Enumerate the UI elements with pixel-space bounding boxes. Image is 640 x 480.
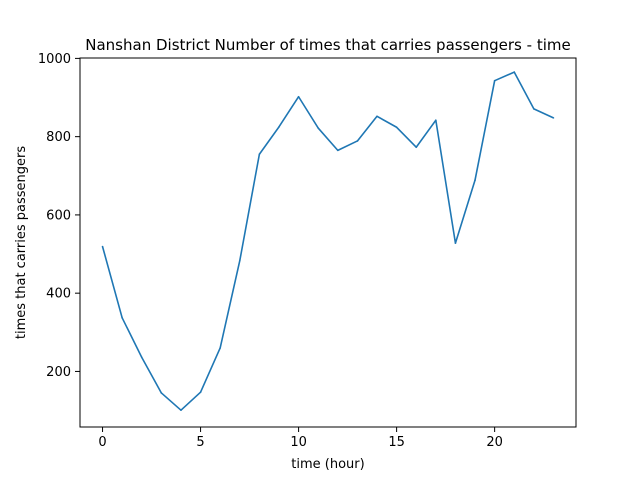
y-tick-label: 800 (46, 130, 71, 145)
data-point (180, 409, 182, 411)
x-tick-label: 5 (196, 435, 204, 450)
x-tick-label: 10 (290, 435, 307, 450)
data-point (258, 153, 261, 156)
y-tick-label: 200 (46, 365, 71, 380)
plot-area (80, 58, 576, 427)
data-point (238, 259, 241, 262)
data-point (101, 245, 104, 248)
x-axis-label: time (hour) (291, 457, 364, 472)
data-point (415, 146, 418, 149)
data-point (356, 140, 359, 142)
data-layer (101, 71, 555, 411)
x-tick-label: 0 (98, 435, 106, 450)
data-point (219, 347, 221, 349)
x-tick-label: 15 (388, 435, 405, 450)
data-point (454, 242, 457, 244)
data-point (160, 392, 163, 394)
data-point (121, 317, 123, 319)
data-point (317, 127, 320, 129)
x-tick-label: 20 (486, 435, 503, 450)
data-point (199, 391, 202, 393)
data-point (395, 126, 398, 129)
data-point (552, 117, 555, 119)
data-point (376, 115, 378, 118)
y-tick-label: 600 (46, 208, 71, 223)
data-point (278, 126, 280, 128)
data-point (474, 179, 476, 181)
data-point (337, 149, 339, 152)
ticks-layer: 0 5 10 15 20 200 400 600 800 1000 (38, 52, 503, 450)
y-axis-label: times that carries passengers (14, 146, 29, 339)
data-point (493, 79, 496, 82)
y-tick-label: 1000 (38, 52, 71, 67)
data-point (297, 95, 300, 98)
series-line (101, 71, 554, 411)
chart-title: Nanshan District Number of times that ca… (85, 36, 570, 54)
data-point (140, 356, 143, 359)
data-point (513, 71, 516, 73)
data-point (533, 108, 535, 110)
data-point (435, 119, 437, 122)
y-tick-label: 400 (46, 287, 71, 302)
plot-frame (79, 57, 577, 428)
